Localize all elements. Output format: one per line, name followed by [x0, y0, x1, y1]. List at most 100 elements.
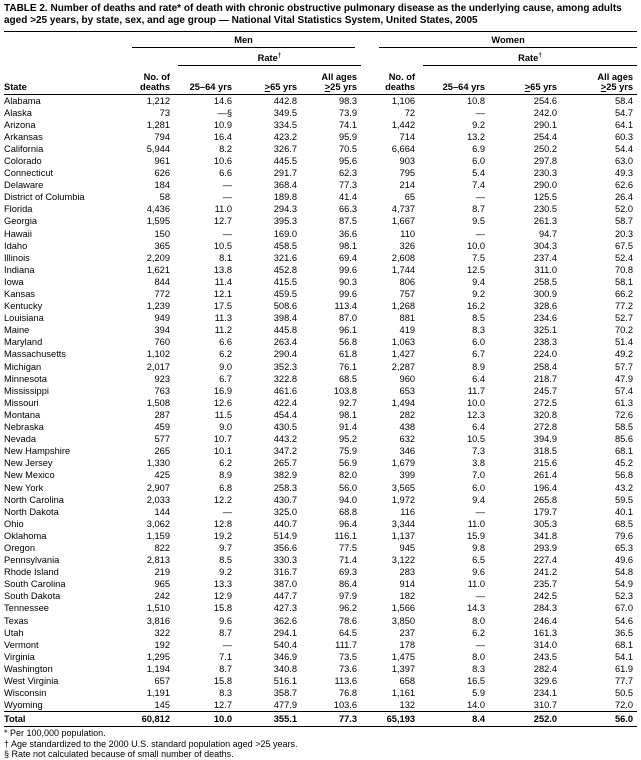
- value-cell: 6.4: [472, 373, 486, 384]
- value-cell: 508.6: [273, 301, 297, 312]
- value-cell: 1,508: [146, 397, 170, 408]
- value-cell: 64.5: [338, 627, 358, 638]
- value-cell: 40.1: [614, 506, 634, 517]
- value-cell: 10.9: [213, 119, 232, 130]
- state-cell: New Mexico: [4, 470, 55, 481]
- value-cell: 245.7: [533, 385, 558, 396]
- value-cell: 227.4: [533, 555, 558, 566]
- value-cell: 58.4: [614, 95, 634, 106]
- value-cell: 94.7: [538, 228, 558, 239]
- value-cell: 3,816: [146, 615, 170, 626]
- value-cell: 41.4: [338, 192, 358, 203]
- value-cell: 318.5: [533, 446, 558, 457]
- value-cell: 340.8: [273, 663, 297, 674]
- state-cell: Tennessee: [4, 603, 49, 614]
- value-cell: 12.8: [213, 518, 232, 529]
- value-cell: 760: [154, 337, 170, 348]
- value-cell: 99.6: [338, 264, 358, 275]
- value-cell: 74.1: [338, 119, 358, 130]
- group-women: Women: [379, 35, 638, 48]
- value-cell: 57.4: [614, 385, 634, 396]
- table-row: Arkansas 794 16.4 423.2 95.9 714 13.2 254.4 60.3: [4, 131, 637, 143]
- table-body: Alabama 1,212 14.6 442.8 98.3 1,106 10.8 254.6 5…: [4, 94, 638, 728]
- value-cell: 12.7: [213, 216, 232, 227]
- value-cell: 265: [154, 446, 170, 457]
- value-cell: 1,268: [391, 301, 416, 312]
- value-cell: 290.1: [533, 119, 558, 130]
- value-cell: 13.3: [213, 579, 232, 590]
- value-cell: 334.5: [273, 119, 297, 130]
- value-cell: 14.0: [466, 700, 486, 711]
- value-cell: 58: [159, 192, 170, 203]
- value-cell: 90.3: [338, 276, 358, 287]
- table-row: Utah 322 8.7 294.1 64.5 237 6.2 161.3 36.5: [4, 627, 637, 639]
- table-row: Washington 1,194 8.7 340.8 73.6 1,397 8.3 282.4…: [4, 663, 637, 675]
- value-cell: 265.7: [273, 458, 297, 469]
- value-cell: 1,281: [146, 119, 170, 130]
- value-cell: 94.0: [338, 494, 358, 505]
- value-cell: 238.3: [533, 337, 558, 348]
- state-cell: Nebraska: [4, 422, 44, 433]
- value-cell: 49.3: [614, 168, 634, 179]
- value-cell: 459: [154, 422, 170, 433]
- value-cell: 283: [399, 567, 416, 578]
- total-row: Total 60,812 10.0 355.1 77.3 65,193 8.4 252.0 56…: [4, 711, 638, 728]
- value-cell: 395.3: [273, 216, 297, 227]
- value-cell: 8.5: [219, 555, 232, 566]
- value-cell: 13.8: [213, 264, 232, 275]
- value-cell: 330.3: [273, 555, 297, 566]
- state-cell: Alaska: [4, 107, 32, 118]
- value-cell: 45.2: [614, 458, 634, 469]
- value-cell: 282: [399, 409, 416, 420]
- value-cell: 237: [399, 627, 416, 638]
- value-cell: 632: [399, 434, 416, 445]
- value-cell: 218.7: [533, 373, 558, 384]
- value-cell: 1,295: [146, 651, 170, 662]
- value-cell: 72.6: [614, 409, 634, 420]
- value-cell: 1,212: [146, 95, 170, 106]
- value-cell: 8.7: [219, 663, 232, 674]
- value-cell: 78.6: [338, 615, 358, 626]
- value-cell: 419: [399, 325, 416, 336]
- table-row: Montana 287 11.5 454.4 98.1 282 12.3 320.8 72.6: [4, 409, 637, 421]
- state-cell: Total: [4, 711, 122, 728]
- value-cell: 95.6: [338, 155, 358, 166]
- value-cell: 3,850: [391, 615, 416, 626]
- value-cell: 458.5: [273, 240, 297, 251]
- value-cell: 97.9: [338, 591, 358, 602]
- value-cell: 3,344: [391, 518, 416, 529]
- value-cell: 577: [154, 434, 170, 445]
- col-men-65: >65 yrs: [236, 66, 301, 95]
- value-cell: 322: [154, 627, 170, 638]
- value-cell: —: [222, 639, 232, 650]
- table-row: District of Columbia 58 — 189.8 41.4 65 — 125.5…: [4, 191, 637, 203]
- state-cell: Arkansas: [4, 131, 43, 142]
- value-cell: 12.1: [213, 289, 232, 299]
- value-cell: 14.6: [213, 95, 232, 106]
- table-row: California 5,944 8.2 326.7 70.5 6,664 6.9 250.2…: [4, 143, 637, 155]
- table-row: Colorado 961 10.6 445.5 95.6 903 6.0 297.8 63.0: [4, 155, 637, 167]
- value-cell: 65,193: [361, 711, 420, 728]
- value-cell: 76.1: [338, 361, 358, 372]
- value-cell: 258.4: [533, 361, 558, 372]
- value-cell: 272.5: [533, 397, 558, 408]
- value-cell: 300.9: [533, 289, 558, 299]
- state-cell: Montana: [4, 409, 41, 420]
- value-cell: 14.3: [466, 603, 486, 614]
- value-cell: 355.1: [236, 711, 301, 728]
- value-cell: 6.7: [472, 349, 486, 360]
- value-cell: 398.4: [273, 313, 297, 324]
- value-cell: 516.1: [273, 676, 297, 686]
- value-cell: 356.6: [273, 542, 297, 553]
- table-row: Florida 4,436 11.0 294.3 66.3 4,737 8.7 230.5 52…: [4, 203, 637, 215]
- value-cell: 8.0: [472, 651, 486, 662]
- value-cell: 293.9: [533, 542, 558, 553]
- value-cell: 182: [399, 591, 416, 602]
- value-cell: 540.4: [273, 639, 297, 650]
- table-row: Rhode Island 219 9.2 316.7 69.3 283 9.6 241.2 54…: [4, 566, 637, 578]
- value-cell: 325.1: [533, 325, 558, 336]
- state-cell: South Carolina: [4, 579, 66, 590]
- value-cell: 8.3: [472, 325, 486, 336]
- value-cell: 184: [154, 180, 170, 191]
- value-cell: 87.0: [338, 313, 358, 324]
